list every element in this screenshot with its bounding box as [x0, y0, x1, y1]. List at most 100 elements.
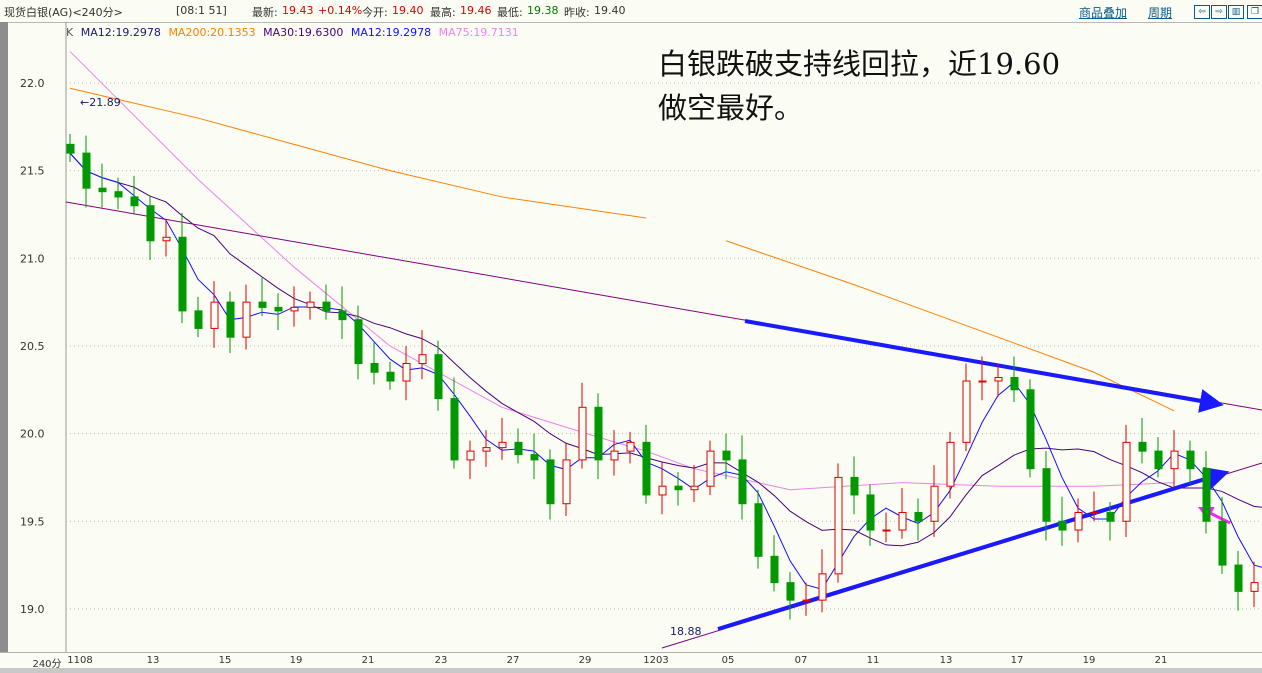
legend-ma12-b: MA12:19.2978	[350, 26, 432, 39]
candle-body	[530, 454, 539, 461]
ma-legend: K MA12:19.2978 MA200:20.1353 MA30:19.630…	[66, 26, 523, 39]
candle-body	[546, 459, 555, 505]
candle-body	[1058, 520, 1067, 531]
candle-body	[1186, 450, 1195, 470]
candle-body	[354, 319, 363, 364]
candle-body	[1090, 511, 1099, 514]
x-tick: 07	[794, 655, 808, 666]
instrument-title: 现货白银(AG)<240分>	[4, 6, 123, 19]
right-arrow-icon[interactable]: ⇨	[1211, 5, 1227, 19]
candle-body	[994, 377, 1003, 382]
prev-close-value: 19.40	[594, 4, 626, 17]
change-value: +0.14%	[318, 4, 363, 17]
candle-body	[514, 441, 523, 456]
split-panel-icon[interactable]: ▥	[1228, 5, 1244, 19]
ma200-line	[69, 87, 647, 219]
candle-body	[482, 447, 491, 452]
candle-body	[786, 582, 795, 601]
candle-body	[130, 196, 139, 207]
candle-body	[290, 306, 299, 312]
side-toolbar[interactable]	[0, 22, 8, 652]
candle-body	[146, 205, 155, 242]
overlay-commodity-link[interactable]: 商品叠加	[1079, 6, 1128, 20]
candle-body	[1106, 511, 1115, 522]
low-value: 19.38	[527, 4, 559, 17]
candle-body	[802, 599, 811, 602]
candle-body	[914, 511, 923, 522]
candle-body	[418, 354, 427, 364]
candle-body	[690, 485, 699, 491]
candle-body	[386, 371, 395, 382]
candle-body	[962, 380, 971, 443]
candle-body	[578, 406, 587, 461]
annotation-text: 白银跌破支持线回拉，近19.60 做空最好。	[658, 42, 1060, 130]
x-tick: 11	[866, 655, 880, 666]
x-tick: 19	[1082, 655, 1096, 666]
restore-window-icon[interactable]: ❐	[1247, 5, 1262, 19]
candle-body	[210, 301, 219, 329]
latest-label: 最新:	[252, 6, 278, 19]
candle-body	[450, 398, 459, 461]
x-tick: 13	[146, 655, 160, 666]
high-value: 19.46	[460, 4, 492, 17]
open-label: 今开:	[362, 6, 388, 19]
blue-resistance-arrow	[744, 319, 1224, 413]
annotation-line-2: 做空最好。	[658, 91, 804, 125]
candle-body	[1250, 582, 1259, 592]
candle-body	[1234, 564, 1243, 592]
candle-body	[1074, 511, 1083, 531]
quote-header: 现货白银(AG)<240分> [08:1 51] 最新: 19.43 +0.14…	[0, 0, 1262, 23]
period-link[interactable]: 周期	[1148, 6, 1173, 20]
candle-body	[466, 450, 475, 461]
candle-body	[1202, 468, 1211, 522]
candle-body	[306, 301, 315, 308]
candle-body	[1218, 520, 1227, 566]
candle-body	[1010, 377, 1019, 391]
candle-body	[98, 187, 107, 193]
x-tick: 21	[361, 655, 375, 666]
candle-body	[946, 441, 955, 487]
x-tick: 1108	[67, 655, 93, 666]
candle-body	[754, 503, 763, 557]
candle-body	[1138, 441, 1147, 452]
low-label: 最低:	[497, 6, 523, 19]
candle-body	[178, 236, 187, 312]
open-value: 19.40	[392, 4, 424, 17]
candle-body	[1122, 441, 1131, 522]
candle-body	[594, 406, 603, 461]
candle-body	[866, 494, 875, 531]
ma30-line	[69, 152, 1262, 547]
candle-body	[1170, 450, 1179, 470]
candle-body	[1154, 450, 1163, 470]
period-label: 240分	[32, 659, 62, 670]
left-arrow-icon[interactable]: ⇦	[1194, 5, 1210, 19]
candle-body	[1042, 468, 1051, 522]
candle-body	[114, 191, 123, 198]
candle-body	[498, 441, 507, 449]
x-tick: 17	[1010, 655, 1024, 666]
candle-body	[738, 459, 747, 505]
candle-body	[706, 450, 715, 487]
y-tick-label: 20.0	[20, 428, 45, 441]
candle-body	[322, 301, 331, 312]
legend-ma12: MA12:19.2978	[80, 26, 161, 39]
max-price-label: ←21.89	[80, 96, 121, 109]
candle-body	[930, 485, 939, 522]
candle-body	[770, 555, 779, 584]
candle-body	[626, 441, 635, 452]
x-tick: 05	[721, 655, 735, 666]
legend-k: K	[66, 26, 74, 39]
candle-body	[978, 380, 987, 383]
x-axis: 240分 1108 13 15 19 21 23 27 29 1203 05 0…	[0, 652, 1262, 670]
candle-body	[402, 362, 411, 382]
y-tick-label: 19.0	[20, 603, 45, 616]
x-tick: 19	[289, 655, 303, 666]
x-tick: 27	[506, 655, 520, 666]
candle-body	[818, 573, 827, 601]
y-tick-label: 21.0	[20, 252, 45, 265]
candle-body	[898, 511, 907, 531]
candle-body	[658, 485, 667, 496]
candle-body	[370, 362, 379, 373]
candle-body	[274, 306, 283, 312]
